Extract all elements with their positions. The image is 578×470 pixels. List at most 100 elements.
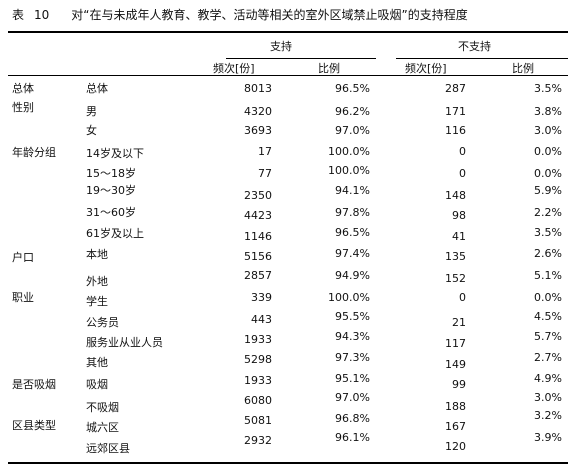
nonsupport-freq: 41 <box>452 230 466 243</box>
subgroup-label: 外地 <box>86 275 108 288</box>
nonsupport-freq: 167 <box>445 420 466 433</box>
subgroup-label: 15～18岁 <box>86 167 136 180</box>
nonsupport-pct: 2.2% <box>534 206 562 219</box>
support-pct: 100.0% <box>328 291 370 304</box>
nonsupport-pct: 3.9% <box>534 431 562 444</box>
subgroup-label: 61岁及以上 <box>86 227 144 240</box>
nonsupport-pct: 4.9% <box>534 372 562 385</box>
support-pct: 96.5% <box>335 82 370 95</box>
support-pct: 96.5% <box>335 226 370 239</box>
support-pct: 97.0% <box>335 124 370 137</box>
support-freq: 5081 <box>244 414 272 427</box>
support-freq: 4320 <box>244 105 272 118</box>
support-pct: 95.1% <box>335 372 370 385</box>
support-freq: 6080 <box>244 394 272 407</box>
top-rule <box>8 31 568 33</box>
header-support-freq: 频次[份] <box>213 62 255 75</box>
header-support-ratio: 比例 <box>318 62 340 75</box>
nonsupport-freq: 98 <box>452 209 466 222</box>
nonsupport-pct: 2.6% <box>534 247 562 260</box>
support-freq: 5156 <box>244 250 272 263</box>
support-pct: 97.4% <box>335 247 370 260</box>
table-caption: 对“在与未成年人教育、教学、活动等相关的室外区域禁止吸烟”的支持程度 <box>71 8 468 22</box>
nonsupport-pct: 3.0% <box>534 391 562 404</box>
nonsupport-pct: 5.9% <box>534 184 562 197</box>
support-freq: 1933 <box>244 333 272 346</box>
subgroup-label: 男 <box>86 105 97 118</box>
nonsupport-group-rule <box>396 58 568 59</box>
support-pct: 95.5% <box>335 310 370 323</box>
subgroup-label: 不吸烟 <box>86 401 119 414</box>
support-freq: 77 <box>258 167 272 180</box>
category-label: 年龄分组 <box>12 146 56 159</box>
support-pct: 94.3% <box>335 330 370 343</box>
support-pct: 96.2% <box>335 105 370 118</box>
nonsupport-freq: 287 <box>445 82 466 95</box>
category-label: 是否吸烟 <box>12 378 56 391</box>
header-nonsupport-freq: 频次[份] <box>405 62 447 75</box>
nonsupport-pct: 5.7% <box>534 330 562 343</box>
nonsupport-freq: 0 <box>459 145 466 158</box>
category-label: 职业 <box>12 291 34 304</box>
support-freq: 1146 <box>244 230 272 243</box>
support-pct: 96.1% <box>335 431 370 444</box>
subgroup-label: 女 <box>86 124 97 137</box>
support-pct: 94.9% <box>335 269 370 282</box>
support-freq: 2932 <box>244 434 272 447</box>
nonsupport-pct: 5.1% <box>534 269 562 282</box>
support-pct: 100.0% <box>328 145 370 158</box>
category-label: 性别 <box>12 101 34 114</box>
support-freq: 1933 <box>244 374 272 387</box>
subgroup-label: 其他 <box>86 356 108 369</box>
subgroup-label: 总体 <box>86 82 108 95</box>
support-freq: 3693 <box>244 124 272 137</box>
subgroup-label: 学生 <box>86 295 108 308</box>
table-label: 表 <box>12 8 25 22</box>
nonsupport-pct: 0.0% <box>534 167 562 180</box>
subgroup-label: 31～60岁 <box>86 206 136 219</box>
nonsupport-pct: 3.5% <box>534 226 562 239</box>
table-title: 表 10 对“在与未成年人教育、教学、活动等相关的室外区域禁止吸烟”的支持程度 <box>12 6 468 23</box>
support-pct: 94.1% <box>335 184 370 197</box>
subgroup-label: 城六区 <box>86 421 119 434</box>
nonsupport-pct: 3.0% <box>534 124 562 137</box>
nonsupport-freq: 0 <box>459 291 466 304</box>
nonsupport-freq: 21 <box>452 316 466 329</box>
nonsupport-pct: 2.7% <box>534 351 562 364</box>
nonsupport-pct: 0.0% <box>534 145 562 158</box>
nonsupport-pct: 3.5% <box>534 82 562 95</box>
support-pct: 100.0% <box>328 164 370 177</box>
nonsupport-pct: 4.5% <box>534 310 562 323</box>
support-freq: 443 <box>251 313 272 326</box>
header-nonsupport: 不支持 <box>458 40 491 53</box>
nonsupport-freq: 148 <box>445 189 466 202</box>
header-support: 支持 <box>270 40 292 53</box>
support-pct: 97.0% <box>335 391 370 404</box>
subgroup-label: 远郊区县 <box>86 442 130 455</box>
support-freq: 4423 <box>244 209 272 222</box>
nonsupport-pct: 3.8% <box>534 105 562 118</box>
support-pct: 96.8% <box>335 412 370 425</box>
subgroup-label: 服务业从业人员 <box>86 336 163 349</box>
nonsupport-pct: 3.2% <box>534 409 562 422</box>
subgroup-label: 19～30岁 <box>86 184 136 197</box>
support-group-rule <box>226 58 376 59</box>
nonsupport-freq: 171 <box>445 105 466 118</box>
category-label: 总体 <box>12 82 34 95</box>
subgroup-label: 公务员 <box>86 316 119 329</box>
category-label: 区县类型 <box>12 419 56 432</box>
table-number: 10 <box>34 8 50 22</box>
nonsupport-pct: 0.0% <box>534 291 562 304</box>
support-freq: 2857 <box>244 269 272 282</box>
nonsupport-freq: 188 <box>445 400 466 413</box>
support-freq: 17 <box>258 145 272 158</box>
support-pct: 97.8% <box>335 206 370 219</box>
subgroup-label: 本地 <box>86 248 108 261</box>
support-freq: 2350 <box>244 189 272 202</box>
nonsupport-freq: 99 <box>452 378 466 391</box>
support-pct: 97.3% <box>335 351 370 364</box>
category-label: 户口 <box>12 251 34 264</box>
bottom-rule <box>8 462 568 464</box>
nonsupport-freq: 149 <box>445 358 466 371</box>
subgroup-label: 14岁及以下 <box>86 147 144 160</box>
